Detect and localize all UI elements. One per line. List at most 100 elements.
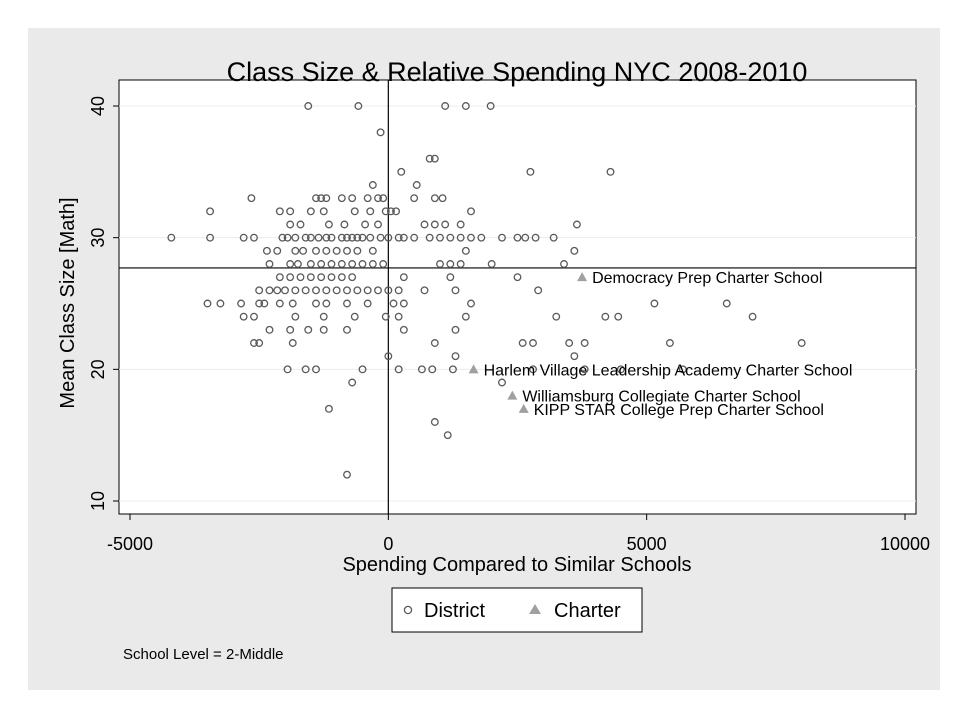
district-point [312, 194, 320, 203]
charter-point [468, 364, 479, 374]
charter-point [577, 272, 588, 282]
district-point [237, 299, 246, 308]
district-point [291, 286, 300, 295]
district-point [361, 220, 370, 229]
district-point [322, 299, 331, 308]
district-point [368, 181, 377, 189]
legend-district-marker [403, 605, 413, 615]
district-point [384, 352, 393, 361]
district-point [430, 154, 439, 163]
district-point [247, 194, 256, 203]
district-point [374, 220, 382, 229]
district-point [420, 220, 429, 229]
district-point [526, 167, 535, 176]
district-point [451, 352, 460, 361]
district-point [392, 207, 401, 216]
district-point [255, 299, 264, 308]
district-point [275, 299, 284, 308]
district-point [358, 233, 367, 242]
district-point [386, 207, 395, 216]
district-point [399, 299, 408, 308]
district-point [477, 233, 486, 242]
district-point [281, 286, 289, 295]
district-point [486, 102, 495, 110]
district-point [273, 246, 282, 255]
district-point [286, 325, 295, 334]
district-point [286, 220, 295, 229]
district-point [239, 312, 248, 321]
district-point [399, 325, 408, 334]
district-point [203, 299, 212, 308]
district-point [601, 312, 610, 321]
district-point [273, 286, 282, 295]
district-point [570, 246, 579, 255]
district-point [262, 246, 271, 255]
district-point [363, 299, 372, 308]
district-point [374, 286, 382, 295]
district-point [394, 286, 403, 295]
district-point [425, 233, 434, 242]
district-point [461, 312, 470, 321]
district-point [425, 154, 434, 163]
district-point [255, 286, 264, 295]
reference-lines [119, 80, 916, 514]
district-point [293, 260, 302, 268]
district-point [381, 207, 390, 216]
district-series [167, 102, 806, 479]
district-point [250, 233, 258, 242]
district-point [348, 273, 357, 282]
district-point [358, 365, 367, 374]
district-point [399, 233, 408, 242]
district-point [283, 365, 292, 374]
district-point [441, 220, 450, 229]
district-point [748, 312, 757, 321]
district-point [487, 260, 496, 268]
charter-series: Democracy Prep Charter School Harlem Vill… [468, 270, 853, 419]
district-point [332, 246, 341, 255]
district-point [438, 194, 447, 203]
district-point [327, 260, 336, 268]
district-point [322, 286, 331, 295]
district-point [552, 312, 561, 321]
district-point [216, 299, 225, 308]
charter-point-label: Harlem Village Leadership Academy Charte… [484, 362, 853, 379]
district-point [521, 233, 530, 242]
district-point [337, 273, 346, 282]
district-point [397, 167, 406, 176]
district-point [446, 273, 455, 282]
district-point [291, 233, 300, 242]
district-point [319, 325, 328, 334]
district-point [314, 233, 323, 242]
district-point [239, 233, 248, 242]
district-point [461, 246, 470, 255]
district-point [410, 194, 419, 203]
district-point [358, 260, 367, 268]
district-point [343, 299, 351, 308]
district-point [317, 260, 326, 268]
district-point [366, 233, 375, 242]
district-point [343, 470, 351, 479]
district-point [381, 312, 390, 321]
district-point [529, 365, 537, 374]
district-point [446, 260, 455, 268]
district-point [348, 260, 357, 268]
district-point [467, 207, 475, 216]
charter-point [518, 403, 529, 413]
district-point [443, 431, 452, 440]
district-point [283, 233, 292, 242]
charter-point [507, 390, 518, 400]
district-point [255, 339, 264, 347]
district-point [353, 246, 362, 255]
district-point [498, 233, 506, 242]
district-point [389, 299, 398, 308]
legend: District Charter [391, 587, 643, 633]
district-point [446, 233, 455, 242]
district-point [399, 273, 408, 282]
district-point [306, 260, 315, 268]
y-tick-label: 40 [88, 96, 108, 116]
district-point [467, 299, 475, 308]
district-point [580, 339, 589, 347]
district-point [572, 220, 581, 229]
legend-charter-marker [529, 604, 541, 614]
district-point [291, 312, 300, 321]
